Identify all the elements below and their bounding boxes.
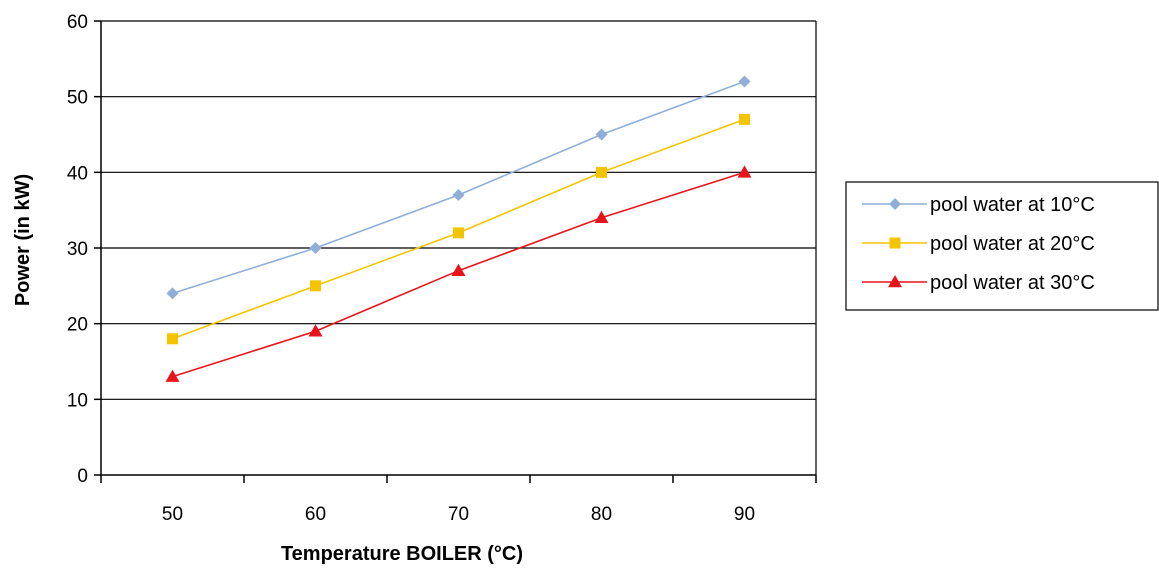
x-tick-label: 60 bbox=[305, 504, 326, 525]
series-line bbox=[172, 80, 745, 295]
y-tick-label: 0 bbox=[77, 466, 88, 487]
data-point bbox=[452, 189, 465, 202]
data-point bbox=[309, 242, 322, 254]
data-point bbox=[308, 324, 323, 337]
data-point bbox=[595, 128, 608, 141]
legend-marker bbox=[889, 198, 901, 210]
data-point bbox=[738, 75, 751, 88]
x-tick-label: 70 bbox=[448, 504, 469, 525]
y-axis-title: Power (in kW) bbox=[12, 174, 34, 306]
x-tick-label: 90 bbox=[734, 504, 755, 525]
legend-label: pool water at 20°C bbox=[930, 233, 1095, 255]
data-point bbox=[167, 333, 178, 345]
legend-label: pool water at 10°C bbox=[930, 194, 1095, 216]
series-3 bbox=[165, 165, 752, 382]
data-point bbox=[594, 210, 609, 223]
series-2 bbox=[167, 113, 750, 345]
y-tick-label: 60 bbox=[67, 12, 88, 33]
data-point bbox=[166, 287, 179, 300]
y-tick-label: 20 bbox=[67, 315, 88, 336]
legend: pool water at 10°C pool water at 20°C pool… bbox=[845, 181, 1159, 311]
y-tick-label: 10 bbox=[67, 390, 88, 411]
data-point bbox=[451, 263, 466, 276]
y-tick-label: 30 bbox=[67, 239, 88, 260]
y-tick-label: 50 bbox=[67, 88, 88, 109]
data-point bbox=[453, 227, 464, 239]
legend-entry-3: pool water at 30°C bbox=[862, 272, 1095, 294]
legend-entry-1: pool water at 10°C bbox=[862, 194, 1095, 216]
x-tick-label: 80 bbox=[591, 504, 612, 525]
gridlines bbox=[101, 20, 817, 475]
series-1 bbox=[166, 75, 751, 300]
legend-marker bbox=[888, 275, 902, 288]
legend-marker bbox=[889, 237, 901, 249]
legend-label: pool water at 30°C bbox=[930, 272, 1095, 294]
axes: 0 10 20 30 40 50 60 50 60 70 80 90 bbox=[67, 12, 817, 525]
x-tick-label: 50 bbox=[162, 504, 183, 525]
series bbox=[165, 75, 752, 382]
data-point bbox=[739, 113, 750, 125]
x-axis-title: Temperature BOILER (°C) bbox=[281, 543, 523, 565]
y-tick-label: 40 bbox=[67, 163, 88, 184]
legend-entry-2: pool water at 20°C bbox=[862, 233, 1095, 255]
data-point bbox=[596, 166, 607, 178]
data-point bbox=[737, 165, 752, 178]
data-point bbox=[165, 369, 180, 382]
data-point bbox=[310, 280, 321, 292]
